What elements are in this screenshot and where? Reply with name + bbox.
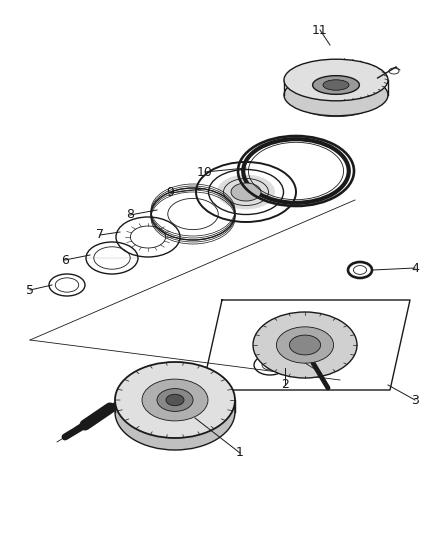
Ellipse shape [157, 389, 193, 411]
Text: 6: 6 [61, 254, 69, 266]
Text: 5: 5 [26, 284, 34, 296]
Ellipse shape [323, 80, 349, 90]
Ellipse shape [313, 76, 360, 94]
Ellipse shape [294, 83, 378, 117]
Text: 9: 9 [166, 187, 174, 199]
Text: 2: 2 [281, 378, 289, 392]
Ellipse shape [253, 312, 357, 378]
Text: 3: 3 [411, 393, 419, 407]
Ellipse shape [115, 374, 235, 450]
Text: 11: 11 [312, 23, 328, 36]
Text: 4: 4 [411, 262, 419, 274]
Ellipse shape [276, 327, 334, 363]
Ellipse shape [142, 379, 208, 421]
Ellipse shape [231, 183, 261, 201]
Text: 1: 1 [236, 447, 244, 459]
Ellipse shape [284, 59, 388, 101]
Text: 10: 10 [197, 166, 213, 179]
Ellipse shape [166, 394, 184, 406]
Text: 7: 7 [96, 229, 104, 241]
Ellipse shape [115, 362, 235, 438]
Ellipse shape [284, 74, 388, 116]
Text: 8: 8 [126, 208, 134, 222]
Ellipse shape [290, 335, 321, 355]
Ellipse shape [217, 175, 275, 209]
